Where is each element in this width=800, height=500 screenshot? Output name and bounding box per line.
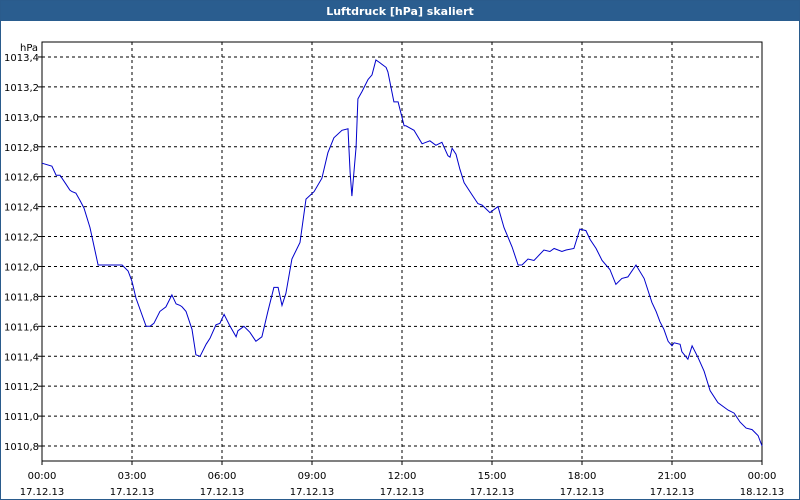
y-axis-unit-label: hPa <box>20 43 38 54</box>
y-tick-label: 1013,2 <box>4 83 39 94</box>
x-tick-date-label: 17.12.13 <box>110 487 155 498</box>
x-axis-ticks: 00:00 17.12.13 03:00 17.12.13 06:00 17.12.13 0… <box>20 461 785 498</box>
y-tick-label: 1012,6 <box>4 173 39 184</box>
x-tick-time-label: 00:00 <box>28 471 57 482</box>
x-tick-date-label: 17.12.13 <box>20 487 65 498</box>
chart-title: Luftdruck [hPa] skaliert <box>1 1 799 21</box>
y-tick-label: 1012,4 <box>4 203 39 214</box>
x-tick-date-label: 18.12.13 <box>740 487 785 498</box>
y-tick-label: 1012,8 <box>4 143 39 154</box>
grid-lines <box>42 42 762 461</box>
x-tick-time-label: 18:00 <box>568 471 597 482</box>
y-tick-label: 1011,8 <box>4 292 39 303</box>
y-tick-label: 1011,2 <box>4 382 39 393</box>
y-tick-label: 1011,4 <box>4 352 39 363</box>
x-tick-date-label: 17.12.13 <box>470 487 515 498</box>
x-tick-time-label: 12:00 <box>388 471 417 482</box>
x-tick-time-label: 09:00 <box>298 471 327 482</box>
x-tick-time-label: 15:00 <box>478 471 507 482</box>
x-tick-date-label: 17.12.13 <box>380 487 425 498</box>
y-tick-label: 1013,4 <box>4 53 39 64</box>
y-tick-label: 1013,0 <box>4 113 39 124</box>
x-tick-date-label: 17.12.13 <box>560 487 605 498</box>
x-tick-time-label: 06:00 <box>208 471 237 482</box>
y-tick-label: 1011,0 <box>4 412 39 423</box>
y-tick-label: 1010,8 <box>4 442 39 453</box>
y-tick-label: 1011,6 <box>4 322 39 333</box>
y-tick-label: 1012,2 <box>4 233 39 244</box>
y-tick-label: 1012,0 <box>4 262 39 273</box>
series-line-luftdruck <box>41 59 763 447</box>
x-tick-date-label: 17.12.13 <box>650 487 695 498</box>
y-axis-ticks: 1010,8 1011,0 1011,2 1011,4 1011,6 1011,8 1012… <box>4 53 42 453</box>
x-tick-time-label: 03:00 <box>118 471 147 482</box>
x-tick-date-label: 17.12.13 <box>200 487 245 498</box>
x-tick-time-label: 21:00 <box>658 471 687 482</box>
x-tick-time-label: 00:00 <box>748 471 777 482</box>
x-tick-date-label: 17.12.13 <box>290 487 335 498</box>
